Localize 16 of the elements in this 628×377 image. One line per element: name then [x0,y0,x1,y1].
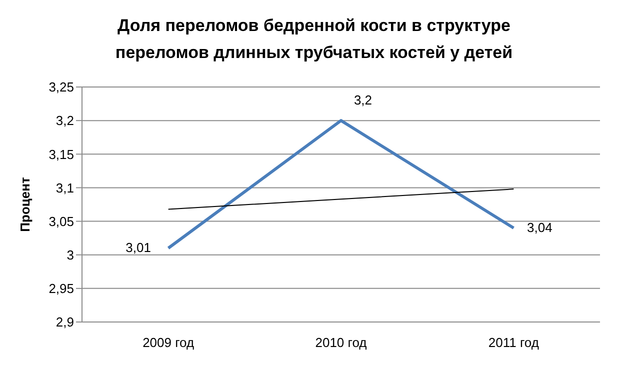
data-label: 3,2 [354,92,372,108]
x-tick-label: 2011 год [488,335,540,350]
y-tick-label: 2,9 [56,314,74,330]
y-tick-label: 3 [66,247,74,262]
x-tick-label: 2009 год [142,335,194,350]
data-label: 3,01 [126,240,151,256]
y-axis-title: Процент [18,177,33,232]
y-tick-label: 3,2 [56,113,74,128]
x-tick-label: 2010 год [315,335,368,350]
chart-title: Доля переломов бедренной кости в структуре переломов длинных трубчатых костей у детей [114,15,514,64]
y-tick-label: 3,1 [56,180,74,196]
y-tick-label: 3,05 [48,214,74,229]
y-tick-label: 3,25 [48,80,74,95]
y-tick-label: 3,15 [48,146,74,162]
data-label: 3,04 [527,220,552,235]
y-tick-label: 2,95 [48,281,74,296]
